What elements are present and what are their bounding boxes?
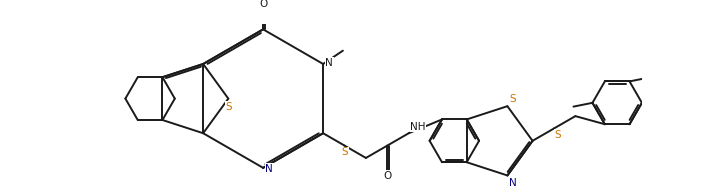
Text: N: N [509, 178, 517, 188]
Text: NH: NH [410, 122, 425, 132]
Text: N: N [325, 58, 333, 68]
Text: O: O [259, 0, 267, 9]
Text: O: O [383, 171, 391, 181]
Text: N: N [266, 164, 273, 174]
Text: S: S [225, 102, 232, 112]
Text: S: S [509, 94, 515, 104]
Text: S: S [342, 147, 348, 157]
Text: S: S [555, 130, 561, 140]
